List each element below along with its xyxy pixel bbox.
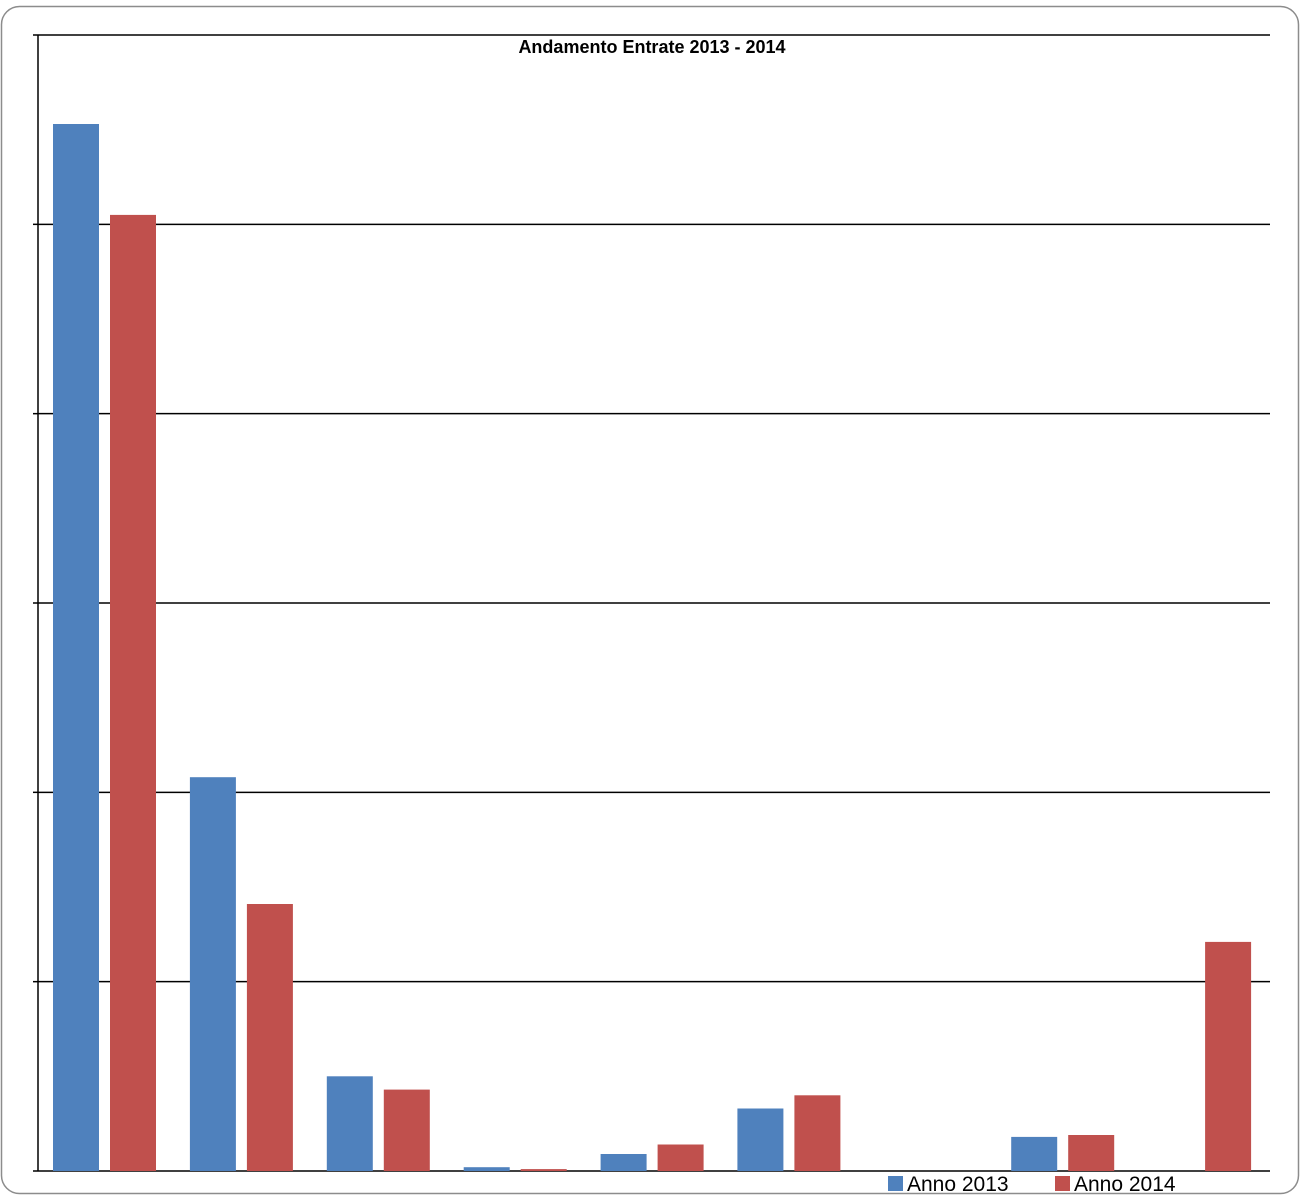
bar-series1-category4 <box>463 1167 510 1171</box>
bar-series1-category2 <box>189 777 236 1171</box>
gridlines <box>33 34 1270 1172</box>
bar-series2-category8 <box>1068 1135 1115 1171</box>
bar-series1-category1 <box>53 124 99 1171</box>
legend-swatch-anno-2013 <box>888 1176 903 1191</box>
chart-border <box>0 5 1300 1195</box>
bar-series2-category5 <box>657 1144 704 1171</box>
chart-title: Andamento Entrate 2013 - 2014 <box>518 37 785 57</box>
bar-series2-category6 <box>794 1095 841 1171</box>
bar-series2-category3 <box>383 1089 430 1171</box>
bar-series1-category6 <box>737 1108 784 1171</box>
bar-series2-category1 <box>110 214 156 1171</box>
bar-series2-category4 <box>520 1169 567 1171</box>
legend-label-anno-2014: Anno 2014 <box>1074 1173 1176 1196</box>
bar-series1-category8 <box>1011 1136 1058 1171</box>
legend-label-anno-2013: Anno 2013 <box>907 1173 1009 1196</box>
bar-series2-category9 <box>1205 941 1252 1171</box>
bar-series1-category5 <box>600 1154 647 1171</box>
legend-swatch-anno-2014 <box>1055 1176 1070 1191</box>
bar-series1-category3 <box>326 1076 373 1171</box>
legend: Anno 2013 Anno 2014 <box>888 1173 1176 1196</box>
bar-series2-category2 <box>246 904 293 1171</box>
bars <box>53 124 1252 1171</box>
